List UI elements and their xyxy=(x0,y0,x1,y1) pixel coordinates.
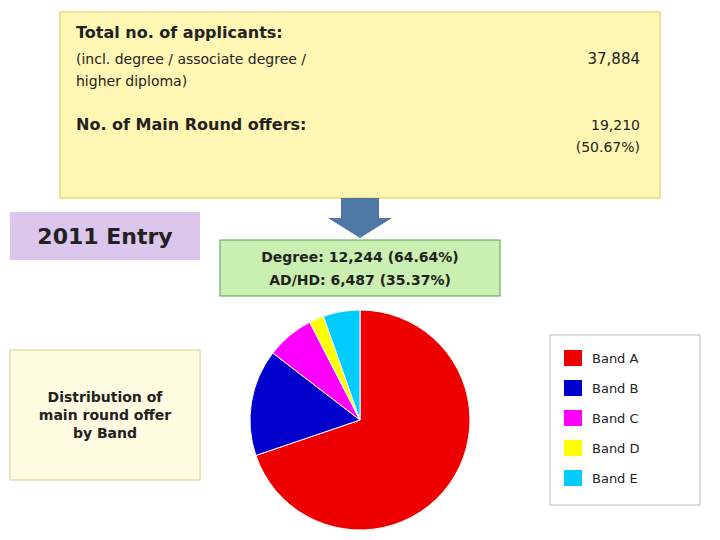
legend: Band A Band B Band C Band D Band E xyxy=(550,335,700,505)
annotation: 37,884 xyxy=(588,50,641,68)
subtitle: No. of Main Round offers: xyxy=(76,115,306,134)
annotation: Distribution of main round offer by Band xyxy=(39,389,171,441)
title: Total no. of applicants: xyxy=(76,23,283,42)
legend-label: Band E xyxy=(592,471,638,486)
legend-swatch xyxy=(564,380,582,396)
legend-swatch xyxy=(564,440,582,456)
legend-label: Band A xyxy=(592,351,639,366)
annotation: AD/HD: 6,487 (35.37%) xyxy=(269,272,451,288)
legend-swatch xyxy=(564,470,582,486)
annotation: 2011 Entry xyxy=(37,224,172,249)
legend-frame xyxy=(550,335,700,505)
info-box xyxy=(60,12,660,198)
distribution-box xyxy=(10,350,200,480)
annotation: (incl. degree / associate degree / xyxy=(76,51,306,67)
annotation: (50.67%) xyxy=(576,139,640,155)
annotation-line: by Band xyxy=(73,425,137,441)
entry-box xyxy=(10,212,200,260)
annotation: 19,210 xyxy=(591,117,640,133)
annotation-line: main round offer xyxy=(39,407,171,423)
legend-label: Band D xyxy=(592,441,640,456)
chart: Total no. of applicants: (incl. degree / … xyxy=(0,0,720,540)
offer-box xyxy=(220,240,500,296)
pie xyxy=(250,310,470,530)
legend-swatch xyxy=(564,350,582,366)
annotation-line: Distribution of xyxy=(48,389,164,405)
annotation: higher diploma) xyxy=(76,73,187,89)
legend-label: Band B xyxy=(592,381,638,396)
pie-slice xyxy=(323,310,360,420)
legend-label: Band C xyxy=(592,411,639,426)
legend-swatch xyxy=(564,410,582,426)
arrow xyxy=(328,198,392,238)
annotation: Degree: 12,244 (64.64%) xyxy=(261,249,459,265)
